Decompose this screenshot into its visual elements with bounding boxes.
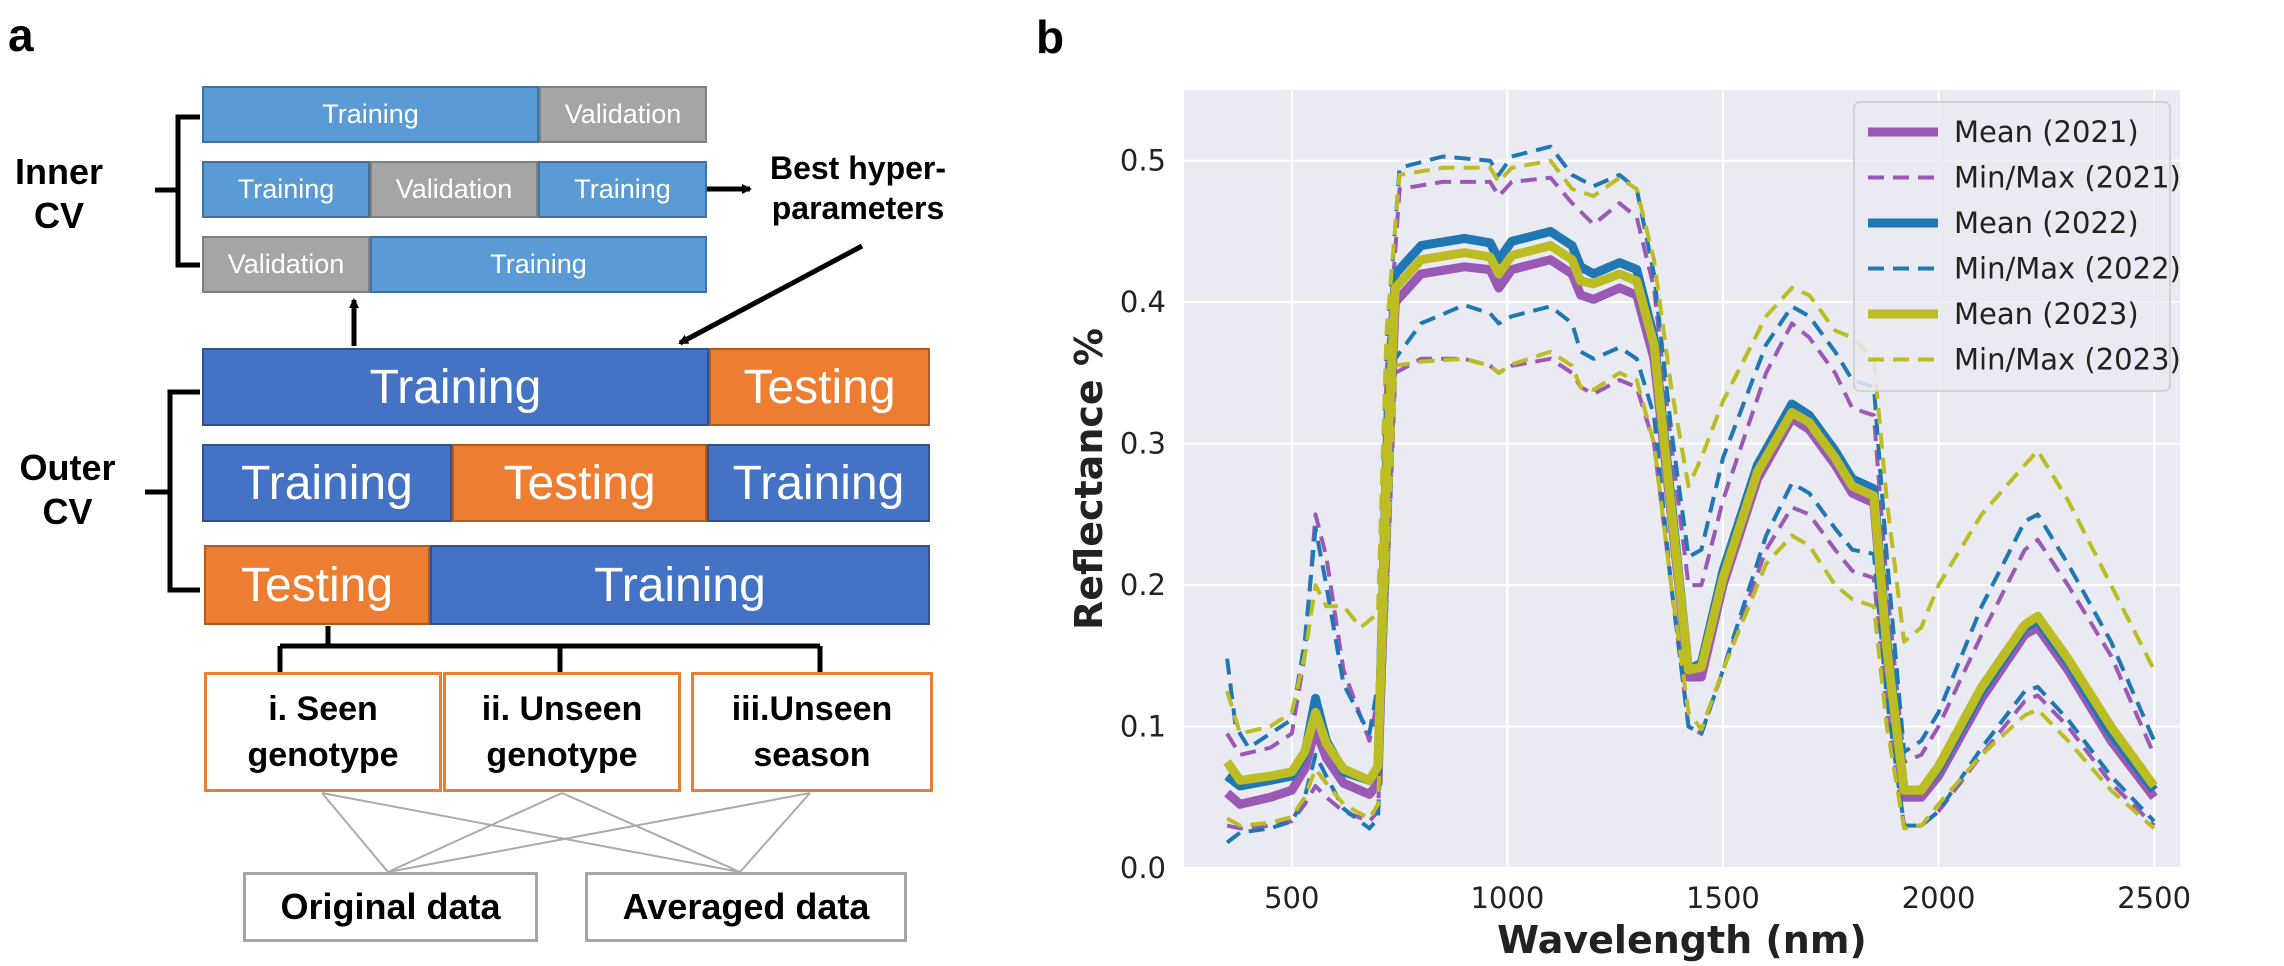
inner-row3-val-block: Validation — [202, 236, 370, 293]
inner-row2-train-block: Training — [202, 161, 370, 218]
panel-a-connectors — [145, 114, 864, 873]
x-tick-label: 2500 — [2117, 881, 2191, 915]
scenario-bracket — [277, 626, 823, 672]
inner-cv-label: Inner CV — [14, 151, 103, 236]
inner-row2-val-block: Validation — [370, 161, 538, 218]
scenario-seen-genotype: i. Seen genotype — [204, 672, 442, 792]
scenario-unseen-season: iii.Unseen season — [691, 672, 933, 792]
outer-row2-train-block: Training — [707, 444, 930, 522]
y-tick-label: 0.0 — [1120, 851, 1166, 885]
series-line-2 — [1225, 175, 2156, 764]
outer-row1-test-block: Testing — [709, 348, 930, 426]
x-tick-label: 2000 — [1902, 881, 1976, 915]
panel-a-letter: a — [8, 9, 34, 61]
y-tick-label: 0.3 — [1120, 427, 1166, 461]
outer-row1-train-block: Training — [202, 348, 709, 426]
averaged-data-box: Averaged data — [585, 872, 907, 942]
legend-box — [1853, 101, 2171, 392]
legend-label: Min/Max (2022) — [1954, 252, 2181, 286]
inner-cv-bracket — [155, 114, 200, 268]
legend-label: Min/Max (2023) — [1954, 343, 2181, 377]
series-line-8 — [1225, 158, 2156, 736]
outer-cv-label: Outer CV — [19, 447, 116, 532]
legend-label: Mean (2023) — [1954, 297, 2139, 331]
outer-row3-train-block: Training — [430, 545, 930, 625]
legend-label: Min/Max (2021) — [1954, 161, 2181, 195]
inner-row2-train-block: Training — [538, 161, 707, 218]
y-axis-label: Reflectance % — [1067, 328, 1111, 630]
panel-b-letter: b — [1036, 11, 1065, 63]
outer-row2-train-block: Training — [202, 444, 452, 522]
scenario-data-links — [321, 792, 811, 873]
y-tick-label: 0.5 — [1120, 144, 1166, 178]
inner-row3-train-block: Training — [370, 236, 707, 293]
inner-row1-train-block: Training — [202, 86, 539, 143]
legend-label: Mean (2022) — [1954, 206, 2139, 240]
best-hyperparameters-label: Best hyper- parameters — [769, 150, 947, 226]
x-tick-label: 500 — [1264, 881, 1319, 915]
legend-label: Mean (2021) — [1954, 115, 2139, 149]
outer-row2-test-block: Testing — [452, 444, 707, 522]
series-line-7 — [1223, 241, 2158, 795]
x-axis-label: Wavelength (nm) — [1497, 918, 1867, 962]
reflectance-chart: 500 1000 1500 2000 2500 0.0 0.1 0.2 0.3 0.4 0.5 Me… — [1067, 90, 2191, 962]
y-tick-label: 0.4 — [1120, 285, 1166, 319]
series-line-6 — [1225, 303, 2156, 845]
outer-row3-test-block: Testing — [204, 545, 430, 625]
original-data-box: Original data — [243, 872, 538, 942]
outer-cv-bracket — [145, 389, 200, 593]
inner-row1-val-block: Validation — [539, 86, 707, 143]
x-tick-label: 1000 — [1470, 881, 1544, 915]
y-tick-label: 0.2 — [1120, 568, 1166, 602]
scenario-unseen-genotype: ii. Unseen genotype — [443, 672, 681, 792]
x-tick-label: 1500 — [1686, 881, 1760, 915]
series-line-1 — [1224, 255, 2158, 809]
series-line-9 — [1226, 349, 2156, 831]
best-to-outer-arrow — [678, 243, 864, 346]
y-tick-label: 0.1 — [1120, 710, 1166, 744]
